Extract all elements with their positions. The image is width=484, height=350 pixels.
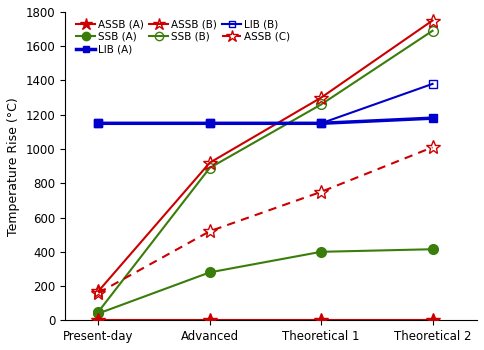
Y-axis label: Temperature Rise (°C): Temperature Rise (°C) [7, 97, 20, 236]
Legend: ASSB (A), SSB (A), LIB (A), ASSB (B), SSB (B), LIB (B), ASSB (C): ASSB (A), SSB (A), LIB (A), ASSB (B), SS… [75, 17, 292, 57]
